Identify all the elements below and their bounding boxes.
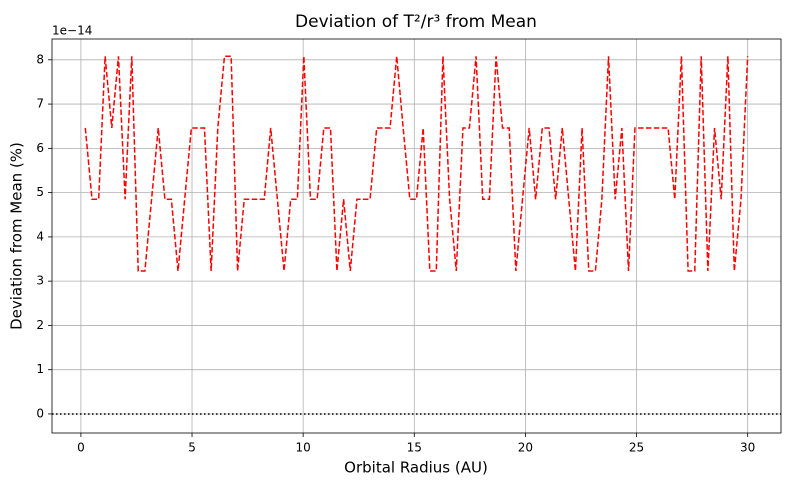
x-tick-label: 30 bbox=[740, 441, 755, 455]
x-tick-label: 25 bbox=[629, 441, 644, 455]
y-tick-label: 4 bbox=[36, 229, 44, 243]
y-tick-label: 2 bbox=[36, 318, 44, 332]
y-tick-label: 1 bbox=[36, 362, 44, 376]
plot-frame bbox=[51, 38, 782, 434]
y-tick-label: 8 bbox=[36, 52, 44, 66]
x-tick-label: 0 bbox=[77, 441, 85, 455]
y-tick-label: 3 bbox=[36, 274, 44, 288]
x-tick-label: 10 bbox=[296, 441, 311, 455]
data-line bbox=[84, 55, 749, 272]
x-tick-label: 15 bbox=[407, 441, 422, 455]
offset-text: 1e−14 bbox=[52, 24, 92, 38]
y-tick-label: 0 bbox=[36, 406, 44, 420]
x-axis-label: Orbital Radius (AU) bbox=[344, 459, 488, 477]
y-tick-label: 7 bbox=[36, 97, 44, 111]
y-tick-label: 6 bbox=[36, 141, 44, 155]
x-tick-label: 5 bbox=[188, 441, 196, 455]
y-tick-label: 5 bbox=[36, 185, 44, 199]
x-tick-label: 20 bbox=[518, 441, 533, 455]
y-axis-label: Deviation from Mean (%) bbox=[8, 142, 26, 330]
chart-title: Deviation of T²/r³ from Mean bbox=[295, 12, 537, 32]
